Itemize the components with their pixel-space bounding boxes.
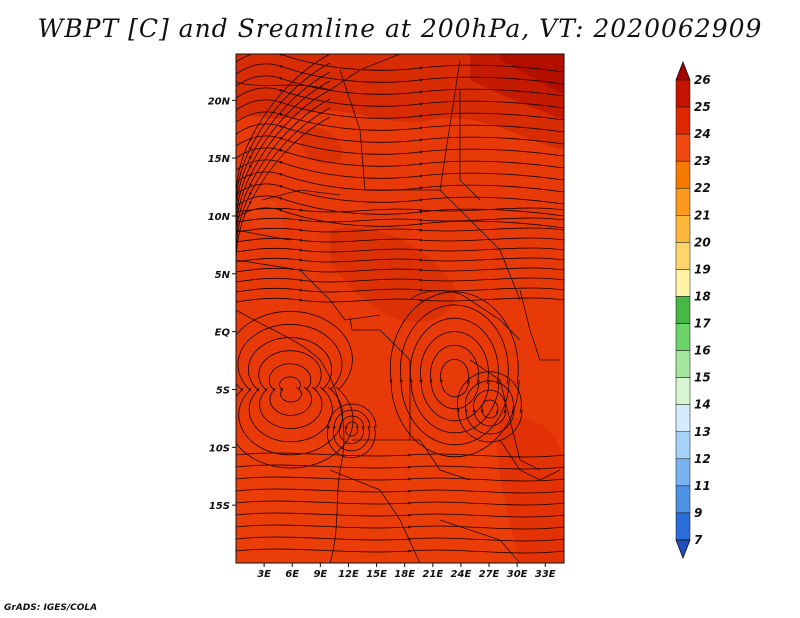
colorbar-label: 17 (694, 317, 711, 331)
colorbar-label: 18 (694, 289, 711, 303)
colorbar-bin (675, 106, 691, 135)
colorbar-bottom-arrow (675, 539, 691, 560)
colorbar-label: 24 (694, 127, 711, 141)
colorbar-label: 11 (694, 479, 711, 493)
colorbar-label: 13 (694, 425, 711, 439)
lat-tick-label: 20N (208, 96, 231, 107)
colorbar-label: 23 (694, 154, 711, 168)
colorbar-label: 19 (694, 262, 711, 276)
lat-tick-label: 15S (209, 501, 230, 512)
lon-tick-label: 33E (535, 569, 556, 580)
map-frame (235, 53, 565, 564)
colorbar-bin (675, 187, 691, 216)
colorbar-bin (675, 485, 691, 514)
lon-tick-label: 12E (338, 569, 359, 580)
colorbar-top-arrow (675, 60, 691, 81)
lat-tick-label: 10S (209, 443, 230, 454)
lat-tick-label: 10N (208, 212, 231, 223)
colorbar-label: 14 (694, 398, 711, 412)
lat-tick-label: 5N (215, 270, 231, 281)
lat-tick-label: EQ (215, 328, 231, 339)
colorbar-label: 26 (694, 73, 711, 87)
streamlines (236, 54, 564, 554)
colorbar-label: 25 (694, 100, 711, 114)
colorbar-bin (675, 350, 691, 378)
lon-tick-label: 27E (479, 569, 500, 580)
colorbar-bin (675, 431, 691, 460)
colorbar-bin (675, 215, 691, 243)
longitude-axis: 3E 6E 9E 12E 15E 18E 21E 24E 27E 30E 33E (257, 563, 556, 580)
colorbar-bin (675, 323, 691, 351)
colorbar-bin (675, 79, 691, 108)
lon-tick-label: 21E (422, 569, 443, 580)
lat-tick-label: 15N (208, 154, 231, 165)
colorbar-label: 9 (694, 506, 702, 520)
colorbar-bin (675, 404, 691, 433)
lon-tick-label: 30E (507, 569, 528, 580)
lon-tick-label: 24E (451, 569, 472, 580)
colorbar-bin (675, 512, 691, 541)
colorbar-bin (675, 242, 691, 270)
colorbar-label: 16 (694, 344, 711, 358)
lon-tick-label: 18E (394, 569, 415, 580)
colorbar-label: 22 (694, 181, 711, 195)
colorbar-bin (675, 296, 691, 324)
colorbar-bin (675, 269, 691, 297)
colorbar-bin (675, 377, 691, 405)
lon-tick-label: 9E (313, 569, 327, 580)
lat-tick-label: 5S (216, 385, 230, 396)
lon-tick-label: 3E (257, 569, 271, 580)
lon-tick-label: 6E (285, 569, 299, 580)
latitude-axis: 20N 15N 10N 5N EQ 5S 10S 15S (208, 96, 236, 512)
colorbar-label: 20 (694, 235, 711, 249)
colorbar-bin (675, 160, 691, 189)
colorbar-label: 7 (694, 533, 703, 547)
lon-tick-label: 15E (366, 569, 387, 580)
colorbar-label: 21 (694, 208, 711, 222)
chart-title: WBPT [C] and Sreamline at 200hPa, VT: 20… (37, 14, 763, 43)
colorbar-bin (675, 458, 691, 487)
colorbar-bin (675, 133, 691, 162)
grads-credit: GrADS: IGES/COLA (4, 603, 98, 613)
colorbar-label: 15 (694, 371, 711, 385)
colorbar-label: 12 (694, 452, 711, 466)
